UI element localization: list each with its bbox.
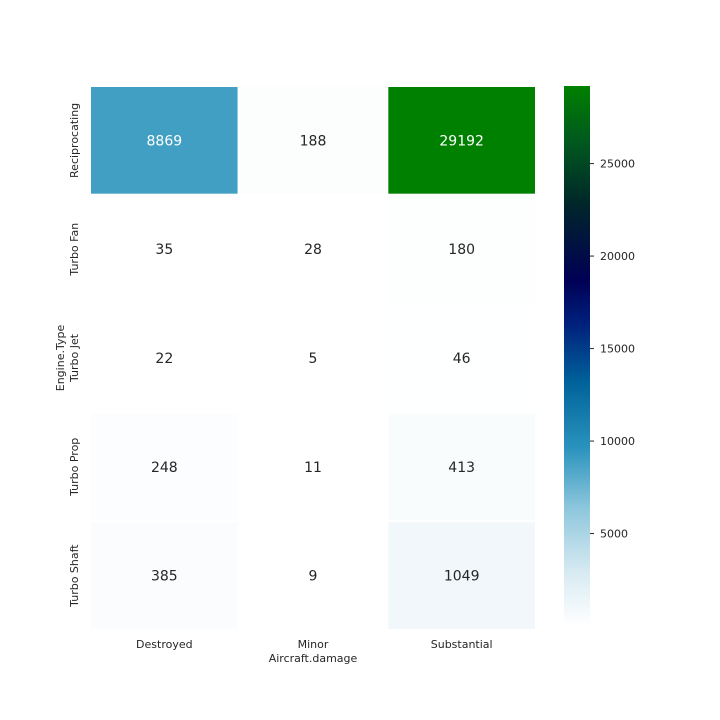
x-tick-label: Substantial: [431, 638, 493, 651]
colorbar-ticks: 5000 10000 15000 20000 25000: [590, 158, 635, 541]
heatmap-cell: [237, 520, 389, 632]
heatmap-cell-value: 385: [151, 569, 178, 585]
colorbar-tick-label: 5000: [600, 528, 628, 541]
heatmap-cell-value: 8869: [147, 133, 183, 149]
y-tick-label: Turbo Jet: [68, 333, 81, 383]
heatmap-cell-value: 46: [453, 351, 471, 367]
heatmap-cells: [89, 85, 538, 632]
heatmap-cell: [237, 302, 389, 414]
heatmap-cell-value: 188: [300, 133, 327, 149]
heatmap-cell: [386, 193, 538, 305]
y-axis-label: Engine.Type: [54, 325, 67, 392]
x-tick-labels: Destroyed Minor Substantial: [136, 638, 493, 651]
heatmap-cell-value: 22: [155, 351, 173, 367]
heatmap-cell-value: 1049: [444, 569, 480, 585]
x-axis-label: Aircraft.damage: [269, 652, 358, 665]
heatmap-cell-value: 11: [304, 460, 322, 476]
heatmap-cell: [89, 193, 240, 305]
heatmap-cell-value: 35: [155, 242, 173, 258]
heatmap-cell-labels: 8869 188 29192 35 28 180 22 5 46 248 11 413 385 9 1049: [147, 133, 484, 584]
colorbar-tick-label: 25000: [600, 158, 635, 171]
y-tick-label: Turbo Prop: [68, 438, 81, 497]
heatmap-cell-value: 180: [448, 242, 475, 258]
heatmap-cell-value: 9: [309, 569, 318, 585]
heatmap-cell-value: 29192: [439, 133, 484, 149]
heatmap-cell: [386, 85, 538, 196]
heatmap-cell: [89, 411, 240, 523]
colorbar-tick-label: 10000: [600, 435, 635, 448]
x-tick-label: Minor: [298, 638, 329, 651]
colorbar-tick-label: 20000: [600, 250, 635, 263]
x-tick-label: Destroyed: [136, 638, 193, 651]
heatmap-cell: [89, 85, 240, 196]
heatmap-cell: [386, 411, 538, 523]
y-tick-labels: Reciprocating Turbo Fan Turbo Jet Turbo Pro…: [68, 103, 81, 608]
heatmap-cell-value: 28: [304, 242, 322, 258]
y-tick-label: Turbo Shaft: [68, 544, 81, 608]
heatmap-cell-value: 5: [309, 351, 318, 367]
heatmap-cell: [386, 520, 538, 632]
heatmap-cell-value: 248: [151, 460, 178, 476]
heatmap-cell: [237, 85, 389, 196]
colorbar-tick-label: 15000: [600, 343, 635, 356]
heatmap-cell: [89, 520, 240, 632]
y-tick-label: Reciprocating: [68, 103, 81, 178]
y-tick-label: Turbo Fan: [68, 223, 81, 277]
heatmap-cell-value: 413: [448, 460, 475, 476]
colorbar: [564, 86, 590, 626]
